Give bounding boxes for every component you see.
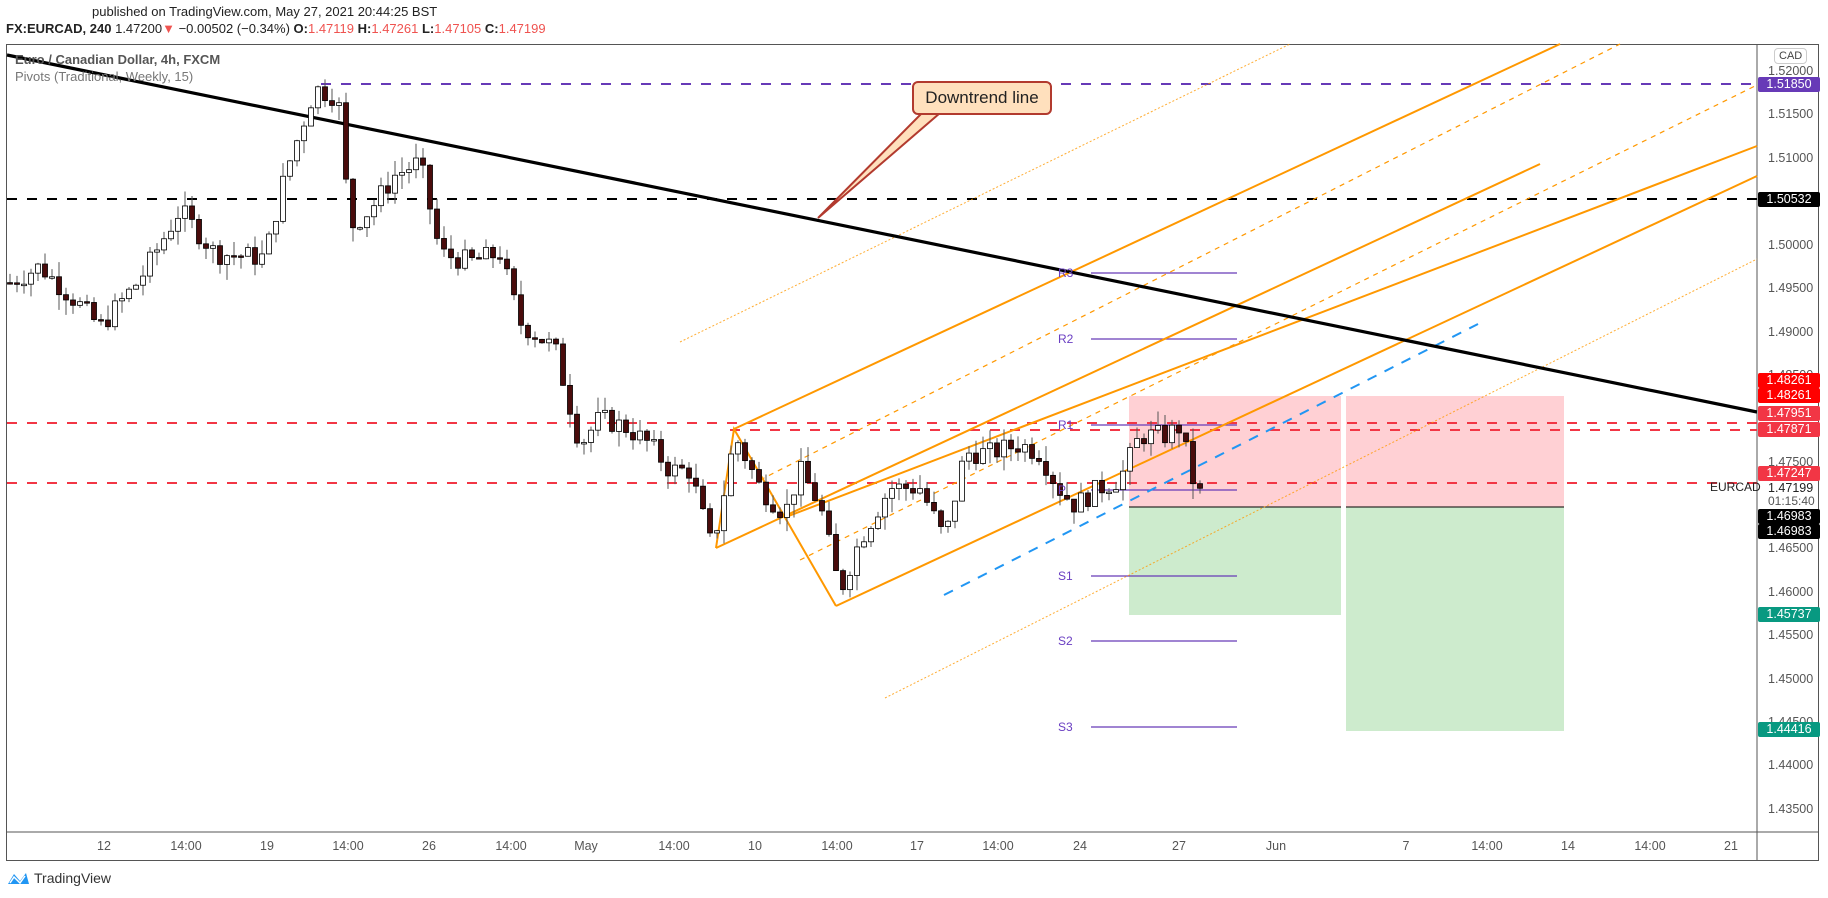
price-tag-stop: 1.48261 [1758,388,1820,403]
open-label: O: [293,21,308,36]
time-tick: 14 [1561,839,1575,853]
pivot-s3-label: S3 [1058,720,1073,734]
low-label: L: [421,21,435,36]
price-tag-high: 1.51850 [1758,77,1820,92]
time-tick: 14:00 [821,839,853,853]
open-value: 1.47119 [307,21,355,36]
price-tag-entry: 1.46983 [1758,524,1820,539]
time-tick: 17 [910,839,924,853]
time-tick: 14:00 [1471,839,1503,853]
price-tag-resistance: 1.50532 [1758,192,1820,207]
chart-frame[interactable] [6,44,1819,861]
time-tick: 14:00 [495,839,527,853]
time-tick: 14:00 [170,839,202,853]
symbol-tag: EURCAD [1710,480,1761,494]
price-tick: 1.47500 [1768,455,1814,469]
price-tick: 1.46500 [1768,541,1814,555]
change-arrow-icon: ▼ [162,21,175,36]
pivot-s2-label: S2 [1058,634,1073,648]
chart-title: Euro / Canadian Dollar, 4h, FXCM [15,52,221,67]
symbol-header: FX:EURCAD, 240 1.47200▼ −0.00502 (−0.34%… [6,21,546,36]
tradingview-logo[interactable]: TradingView [6,870,111,886]
time-tick: 12 [97,839,111,853]
price-tag-target2: 1.44416 [1758,722,1820,737]
time-tick: 14:00 [982,839,1014,853]
price-tick: 1.51500 [1768,107,1814,121]
time-tick: 10 [748,839,762,853]
price-change: −0.00502 (−0.34%) [178,21,290,36]
price-tag-target1: 1.45737 [1758,607,1820,622]
pivot-r3-label: R3 [1058,266,1074,280]
downtrend-callout[interactable]: Downtrend line [912,81,1052,115]
position-zones [1129,396,1564,731]
time-tick: 26 [422,839,436,853]
price-tick: 1.51000 [1768,151,1814,165]
time-tick: 7 [1402,839,1410,853]
currency-badge[interactable]: CAD [1774,48,1808,64]
price-tag-r1: 1.47951 [1758,406,1820,421]
close-value: 1.47199 [498,21,546,36]
price-tick: 1.49000 [1768,325,1814,339]
time-tick: 24 [1073,839,1087,853]
time-tick: 27 [1172,839,1186,853]
price-tag-entry: 1.46983 [1758,509,1820,524]
price-tag-support: 1.47247 [1758,466,1820,481]
indicator-legend[interactable]: Pivots (Traditional, Weekly, 15) [15,69,194,84]
brand-name: TradingView [34,870,112,886]
price-tag-stop: 1.48261 [1758,373,1820,388]
price-tick: 1.44000 [1768,758,1814,772]
published-note: published on TradingView.com, May 27, 20… [92,4,438,19]
time-tick: May [574,839,598,853]
pivot-r2-label: R2 [1058,332,1074,346]
price-tick: 1.45000 [1768,672,1814,686]
high-value: 1.47261 [371,21,419,36]
price-tick: 1.52000 [1768,64,1814,78]
low-value: 1.47105 [434,21,482,36]
pivot-s1-label: S1 [1058,569,1073,583]
time-tick: 21 [1724,839,1738,853]
close-label: C: [484,21,499,36]
time-tick: 14:00 [1634,839,1666,853]
last-price: 1.47200 [115,21,163,36]
price-tick: 1.45500 [1768,628,1814,642]
price-tick: 1.49500 [1768,281,1814,295]
time-tick: 19 [260,839,274,853]
high-label: H: [357,21,372,36]
time-tick: 14:00 [658,839,690,853]
price-tag-r2: 1.47871 [1758,422,1820,437]
pivot-r1-label: R1 [1058,418,1074,432]
price-tick: 1.50000 [1768,238,1814,252]
price-tick: 1.46000 [1768,585,1814,599]
symbol-name: FX:EURCAD, 240 [6,21,112,36]
time-tick: 14:00 [332,839,364,853]
last-price-tag: 1.47199 [1768,481,1814,495]
time-tick: Jun [1265,839,1287,853]
tradingview-cloud-icon [8,873,29,885]
price-tick: 1.43500 [1768,802,1814,816]
bar-countdown: 01:15:40 [1768,494,1815,508]
pivot-p-label: P [1058,483,1067,497]
